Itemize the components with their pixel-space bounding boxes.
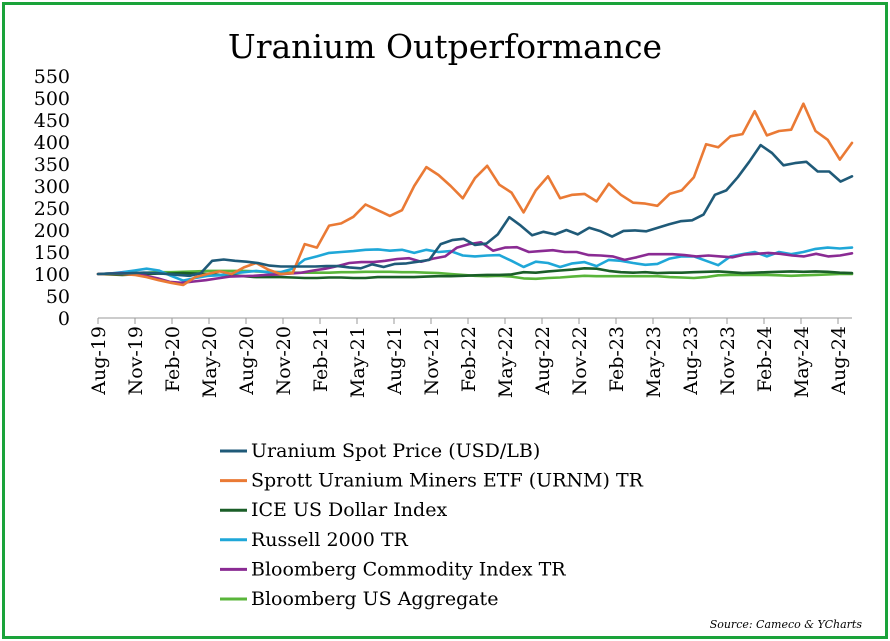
y-tick-label: 50 — [46, 286, 70, 308]
x-tick-label: Feb-22 — [458, 326, 480, 392]
x-tick-label: May-23 — [643, 326, 665, 398]
x-tick-label: Feb-24 — [754, 326, 776, 392]
chart-title: Uranium Outperformance — [228, 27, 662, 66]
legend-label: Sprott Uranium Miners ETF (URNM) TR — [251, 470, 644, 492]
y-tick-label: 300 — [34, 176, 70, 198]
y-tick-label: 500 — [34, 88, 70, 110]
series-line — [96, 241, 854, 285]
y-tick-label: 100 — [34, 264, 70, 286]
y-tick-label: 550 — [34, 66, 70, 88]
x-tick-label: Aug-23 — [680, 326, 702, 396]
x-tick-label: Nov-23 — [717, 326, 739, 395]
legend-label: Uranium Spot Price (USD/LB) — [251, 440, 540, 462]
x-axis: Aug-19 Nov-19 Feb-20 May-20 Aug-20 Nov-20 Feb-… — [88, 317, 852, 398]
x-tick-label: Feb-20 — [162, 326, 184, 392]
legend-label: ICE US Dollar Index — [251, 499, 447, 521]
y-tick-label: 350 — [34, 154, 70, 176]
x-tick-label: Aug-20 — [236, 326, 258, 396]
x-tick-label: Feb-21 — [310, 326, 332, 392]
series-line — [96, 143, 854, 278]
y-tick-label: 0 — [58, 308, 70, 330]
x-tick-label: May-24 — [791, 326, 813, 398]
y-tick-label: 400 — [34, 132, 70, 154]
x-tick-label: Nov-20 — [273, 326, 295, 395]
source-note: Source: Cameco & YCharts — [710, 618, 863, 631]
x-tick-label: Feb-23 — [606, 326, 628, 392]
legend-label: Russell 2000 TR — [251, 529, 409, 551]
legend-label: Bloomberg Commodity Index TR — [251, 558, 566, 580]
y-tick-label: 450 — [34, 110, 70, 132]
x-tick-label: May-21 — [347, 326, 369, 398]
x-tick-label: Nov-21 — [421, 326, 443, 395]
x-tick-label: May-20 — [199, 326, 221, 398]
x-tick-label: Nov-22 — [569, 326, 591, 395]
x-tick-label: Aug-24 — [828, 326, 850, 396]
y-tick-label: 200 — [34, 220, 70, 242]
x-tick-label: Nov-19 — [125, 326, 147, 395]
y-tick-label: 250 — [34, 198, 70, 220]
legend-label: Bloomberg US Aggregate — [251, 588, 498, 610]
series-line — [96, 246, 854, 282]
x-tick-label: Aug-19 — [88, 326, 110, 396]
y-tick-label: 150 — [34, 242, 70, 264]
x-tick-label: May-22 — [495, 326, 517, 398]
x-tick-label: Aug-21 — [384, 326, 406, 396]
legend: Uranium Spot Price (USD/LB) Sprott Uraniu… — [220, 440, 644, 610]
series-layer — [96, 102, 854, 287]
series-line — [96, 102, 854, 287]
x-tick-label: Aug-22 — [532, 326, 554, 396]
